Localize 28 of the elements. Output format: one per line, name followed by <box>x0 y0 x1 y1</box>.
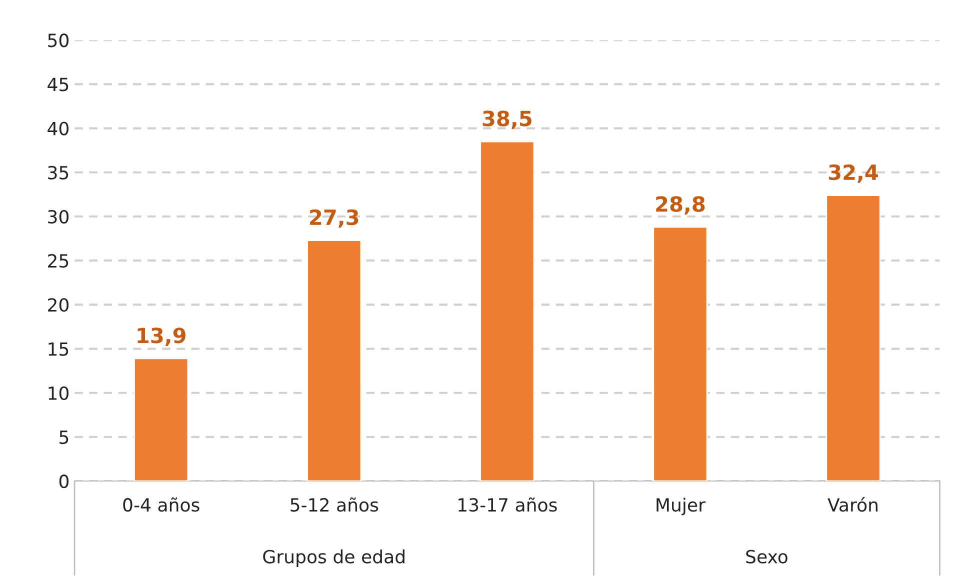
x-tick-label: 0-4 años <box>123 497 200 512</box>
x-tick-label: Mujer <box>656 498 706 516</box>
data-label: 38,5 <box>482 110 532 130</box>
bar <box>652 226 708 482</box>
x-tick-label: Varón <box>828 497 878 512</box>
y-tick-label: 0 <box>59 474 69 488</box>
y-tick-label: 5 <box>60 430 68 444</box>
y-tick-label: 10 <box>48 386 69 400</box>
data-label: 13,9 <box>138 328 186 346</box>
data-label: 27,3 <box>310 209 358 228</box>
y-tick-label: 20 <box>48 298 69 312</box>
y-tick-label: 50 <box>48 34 69 48</box>
bar <box>826 194 881 482</box>
data-label: 28,8 <box>656 196 705 215</box>
bar <box>134 358 189 482</box>
x-tick-label: 13-17 años <box>458 497 557 512</box>
text: Grupos de edad <box>263 550 404 567</box>
bar <box>306 240 362 482</box>
y-tick-label: 25 <box>48 254 68 268</box>
x-tick-label: 5-12 años <box>290 497 378 512</box>
y-tick-label: 45 <box>48 78 68 92</box>
y-tick-label: 15 <box>48 342 68 356</box>
y-tick-label: 30 <box>48 210 69 224</box>
y-tick-label: 35 <box>48 166 68 180</box>
y-tick-label: 40 <box>48 122 69 136</box>
text: Sexo <box>746 550 788 564</box>
bar <box>480 140 535 482</box>
data-label: 32,4 <box>828 164 878 183</box>
